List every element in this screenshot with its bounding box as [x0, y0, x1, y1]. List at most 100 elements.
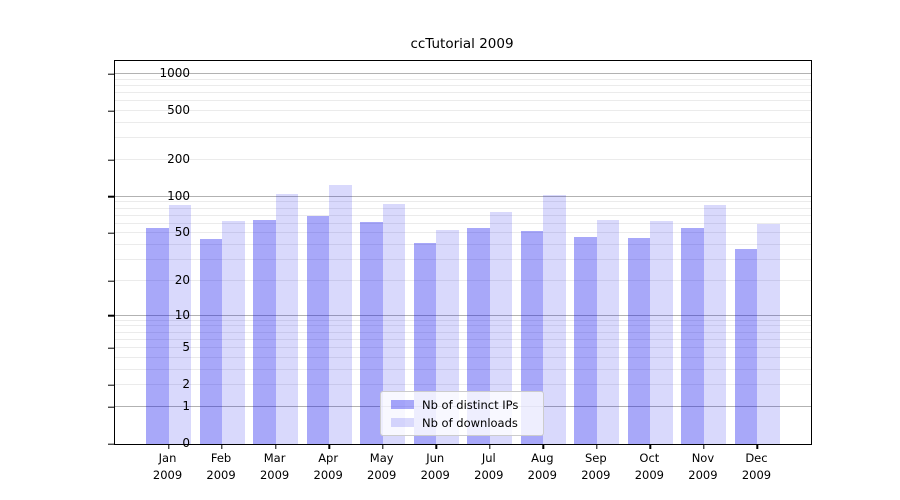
y-axis-label: 1000	[159, 66, 190, 80]
bar-downloads	[650, 221, 673, 444]
x-axis-label: Nov 2009	[673, 450, 733, 483]
minor-gridline	[115, 207, 811, 209]
minor-gridline	[115, 100, 811, 102]
minor-gridline	[115, 137, 811, 139]
x-label-year: 2009	[634, 467, 665, 482]
y-axis-label: 100	[167, 188, 190, 203]
bar-downloads	[543, 195, 566, 444]
y-axis-label: 1	[182, 398, 190, 413]
x-axis-label: Apr 2009	[298, 450, 358, 483]
x-label-year: 2009	[527, 467, 557, 482]
x-tick	[703, 444, 705, 449]
minor-gridline	[115, 222, 811, 224]
minor-gridline	[115, 201, 811, 203]
x-tick	[542, 444, 544, 449]
bar-distinct-ips	[574, 236, 597, 444]
x-label-month: Jan	[158, 451, 177, 465]
bar-distinct-ips	[199, 239, 223, 444]
major-gridline	[115, 314, 811, 316]
minor-gridline	[115, 368, 811, 370]
minor-gridline	[115, 384, 811, 386]
minor-gridline	[115, 110, 811, 112]
x-label-year: 2009	[741, 467, 772, 482]
x-label-year: 2009	[474, 467, 504, 482]
y-axis-label: 0	[182, 436, 190, 450]
bar-downloads	[596, 219, 620, 444]
y-tick	[108, 280, 114, 282]
legend-label-downloads: Nb of downloads	[422, 415, 518, 430]
legend-item-downloads: Nb of downloads	[391, 416, 543, 430]
x-axis-label: Jun 2009	[405, 450, 465, 483]
legend-item-distinct-ips: Nb of distinct IPs	[391, 398, 543, 412]
x-label-month: Oct	[639, 451, 660, 465]
x-tick	[274, 444, 277, 449]
minor-gridline	[115, 92, 811, 94]
x-axis-label: Feb 2009	[191, 450, 251, 483]
chart-title: ccTutorial 2009	[410, 36, 514, 52]
bar-distinct-ips	[306, 215, 330, 444]
x-label-year: 2009	[420, 467, 450, 482]
bar-downloads	[168, 204, 192, 444]
bar-distinct-ips	[360, 222, 383, 444]
y-axis-label: 500	[167, 103, 190, 118]
y-axis-label: 200	[167, 151, 190, 166]
x-axis-label: Oct 2009	[619, 450, 679, 483]
minor-gridline	[115, 325, 811, 327]
x-label-month: Sep	[585, 451, 607, 465]
y-axis-label: 5	[182, 340, 190, 355]
minor-gridline	[115, 214, 811, 216]
bar-distinct-ips	[627, 237, 651, 444]
minor-gridline	[115, 259, 811, 261]
minor-gridline	[115, 84, 811, 86]
minor-gridline	[115, 232, 811, 234]
bar-downloads	[222, 221, 245, 444]
x-label-year: 2009	[581, 467, 611, 482]
x-axis-label: Mar 2009	[245, 450, 305, 483]
x-axis-label: Dec 2009	[726, 450, 786, 483]
minor-gridline	[115, 356, 811, 358]
minor-gridline	[115, 78, 811, 80]
y-axis-label: 10	[174, 307, 190, 322]
legend-label-distinct-ips: Nb of distinct IPs	[422, 397, 519, 412]
x-label-year: 2009	[688, 467, 718, 482]
bar-downloads	[382, 204, 406, 444]
major-gridline	[115, 73, 811, 74]
x-tick	[596, 444, 598, 449]
y-tick	[108, 232, 114, 235]
minor-gridline	[115, 244, 811, 246]
y-axis-label: 50	[174, 225, 190, 240]
x-label-month: Aug	[531, 451, 554, 465]
x-label-month: Mar	[263, 451, 286, 465]
x-tick	[328, 444, 330, 449]
bar-downloads	[757, 223, 780, 444]
bar-downloads	[436, 230, 459, 444]
legend: Nb of distinct IPs Nb of downloads	[380, 391, 544, 436]
x-tick	[167, 444, 170, 449]
bar-downloads	[275, 194, 299, 444]
x-tick	[489, 444, 491, 449]
x-tick	[381, 444, 384, 449]
x-label-year: 2009	[313, 467, 343, 482]
y-axis-label: 20	[174, 272, 190, 287]
bar-downloads	[703, 204, 727, 444]
legend-swatch-distinct-ips	[391, 399, 414, 410]
minor-gridline	[115, 158, 811, 160]
bar-distinct-ips	[734, 249, 758, 444]
minor-gridline	[115, 319, 811, 321]
x-label-month: Nov	[691, 451, 715, 465]
x-axis-label: May 2009	[352, 450, 412, 483]
y-tick	[108, 443, 114, 445]
y-tick	[108, 110, 114, 112]
minor-gridline	[115, 338, 811, 340]
y-tick	[108, 196, 114, 198]
bar-downloads	[329, 184, 352, 444]
y-tick	[108, 384, 114, 386]
x-label-year: 2009	[259, 467, 290, 482]
bar-distinct-ips	[681, 227, 704, 444]
minor-gridline	[115, 122, 811, 123]
x-tick	[756, 444, 759, 449]
x-label-year: 2009	[152, 467, 183, 482]
x-tick	[435, 444, 437, 449]
major-gridline	[115, 195, 811, 197]
